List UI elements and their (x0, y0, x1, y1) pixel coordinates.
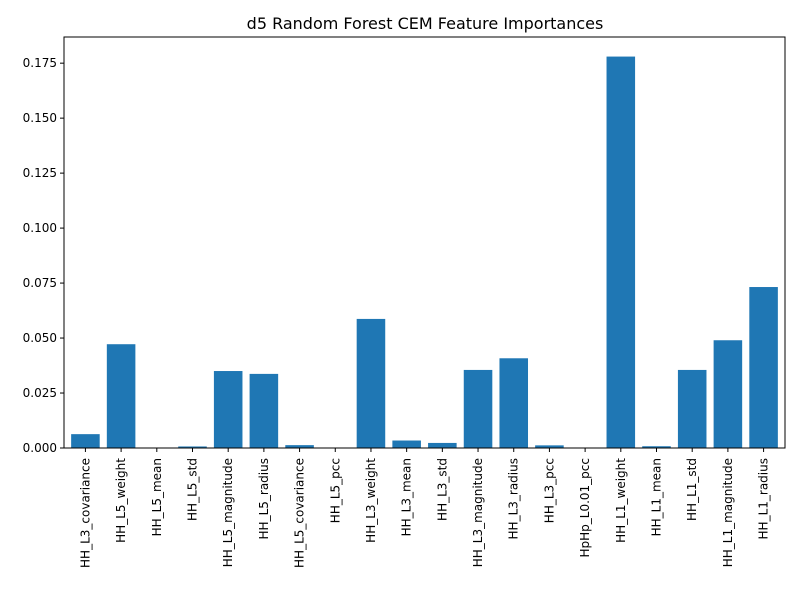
y-tick-label: 0.150 (23, 111, 57, 125)
y-tick-label: 0.100 (23, 221, 57, 235)
bar-HH_L3_radius (499, 358, 529, 448)
bar-HH_L3_weight (356, 318, 386, 448)
x-tick-label: HH_L3_radius (507, 458, 521, 539)
x-tick-label: HH_L1_mean (650, 458, 664, 536)
bar-HH_L1_std (677, 369, 707, 448)
x-tick-label: HH_L5_mean (150, 458, 164, 536)
x-tick-label: HH_L1_magnitude (721, 458, 735, 567)
bars-group (71, 56, 778, 448)
x-tick-label: HpHp_L0.01_pcc (578, 458, 592, 558)
x-axis: HH_L3_covariance HH_L5_weight HH_L5_mean HH… (78, 448, 771, 568)
y-tick-label: 0.175 (23, 56, 57, 70)
bar-HH_L5_radius (249, 373, 279, 448)
bar-HH_L1_weight (606, 56, 636, 448)
bar-HH_L1_magnitude (713, 340, 743, 448)
chart-title: d5 Random Forest CEM Feature Importances (247, 14, 604, 33)
bar-HH_L3_covariance (71, 434, 100, 448)
x-tick-label: HH_L3_covariance (78, 458, 92, 568)
x-tick-label: HH_L1_radius (757, 458, 771, 539)
x-tick-label: HH_L1_weight (614, 458, 628, 543)
bar-HH_L5_std (178, 446, 207, 448)
bar-HH_L3_magnitude (463, 369, 493, 448)
y-tick-label: 0.025 (23, 386, 57, 400)
y-tick-label: 0.075 (23, 276, 57, 290)
bar-HH_L5_covariance (285, 445, 314, 448)
bar-HH_L5_magnitude (213, 371, 243, 448)
x-tick-label: HH_L1_std (685, 458, 699, 521)
y-tick-label: 0.125 (23, 166, 57, 180)
bar-HH_L3_mean (392, 440, 421, 448)
y-tick-label: 0.000 (23, 441, 57, 455)
x-tick-label: HH_L5_radius (257, 458, 271, 539)
x-tick-label: HH_L5_magnitude (221, 458, 235, 567)
x-tick-label: HH_L5_pcc (328, 458, 342, 523)
y-axis: 0.000 0.025 0.050 0.075 0.100 0.125 0.150 0.175 (23, 56, 64, 455)
bar-HH_L1_radius (749, 287, 778, 448)
x-tick-label: HH_L3_pcc (542, 458, 556, 523)
bar-HH_L5_weight (106, 344, 136, 448)
x-tick-label: HH_L3_mean (400, 458, 414, 536)
y-tick-label: 0.050 (23, 331, 57, 345)
bar-HH_L3_pcc (535, 445, 564, 448)
bar-HH_L3_std (428, 442, 457, 448)
x-tick-label: HH_L5_std (185, 458, 199, 521)
bar-HH_L1_mean (642, 446, 671, 448)
x-tick-label: HH_L3_std (435, 458, 449, 521)
x-tick-label: HH_L5_weight (114, 458, 128, 543)
plot-frame (63, 36, 786, 449)
x-tick-label: HH_L3_weight (364, 458, 378, 543)
x-tick-label: HH_L5_covariance (293, 458, 307, 568)
x-tick-label: HH_L3_magnitude (471, 458, 485, 567)
